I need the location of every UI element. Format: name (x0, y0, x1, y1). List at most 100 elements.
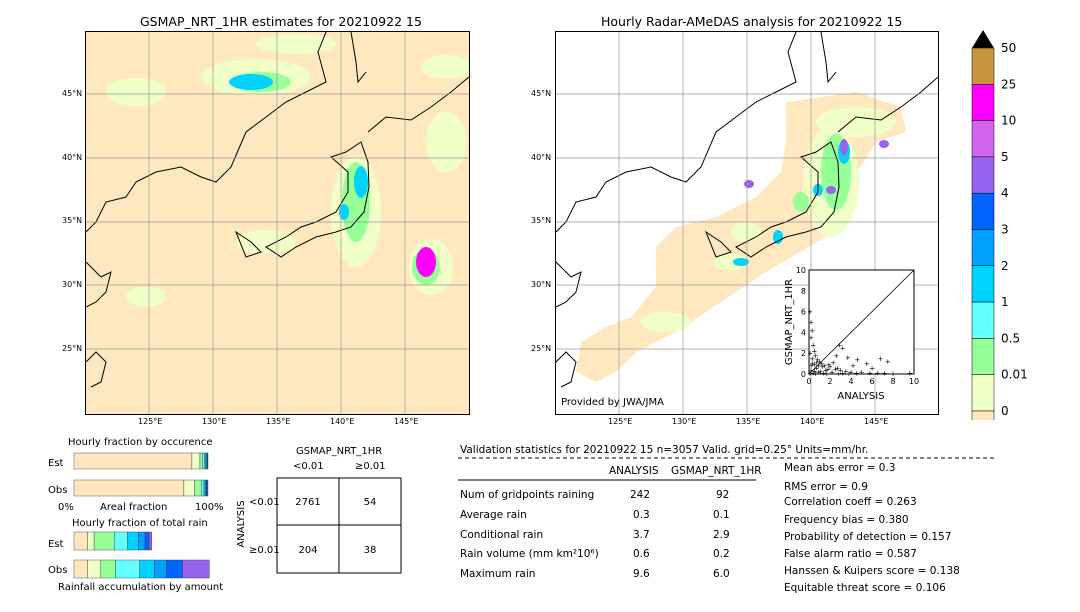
right-map-title: Hourly Radar-AMeDAS analysis for 2021092… (601, 14, 903, 29)
total-rain-chart: Est Obs Rainfall accumulation by amount (48, 531, 223, 593)
left-map-grid (86, 32, 469, 414)
contingency-cell: 38 (364, 545, 377, 556)
scatter-point: + (835, 370, 841, 378)
scatter-point: + (812, 352, 818, 360)
fraction-bar-segment (182, 559, 210, 579)
fraction-bar-segment (139, 559, 155, 579)
right-lon-tick: 140°E (800, 417, 825, 426)
score-rmse: RMS error = 0.9 (784, 481, 868, 493)
scatter-xlabel: ANALYSIS (837, 391, 884, 402)
scatter-point: + (811, 361, 817, 369)
fraction-bar-segment (166, 559, 183, 579)
score-pod: Probability of detection = 0.157 (784, 531, 952, 543)
scatter-point: + (810, 341, 816, 349)
colorbar-label: 3 (1001, 223, 1009, 237)
score-mae: Mean abs error = 0.3 (784, 462, 896, 474)
scatter-point: + (867, 369, 873, 377)
scatter-point: + (882, 369, 888, 377)
scatter-y-tick: 4 (801, 328, 806, 337)
fraction-bar-segment (154, 559, 167, 579)
scatter-y-tick: 10 (796, 266, 806, 275)
occurrence-cat-obs: Obs (48, 485, 67, 496)
scatter-point: + (808, 366, 814, 374)
left-lon-tick: 140°E (330, 417, 355, 426)
validation-row-analysis: 9.6 (633, 568, 650, 580)
scatter-point: + (846, 370, 852, 378)
scatter-point: + (808, 334, 814, 342)
left-lon-tick: 125°E (138, 417, 163, 426)
left-map-canvas (86, 32, 469, 414)
contingency-title: GSMAP_NRT_1HR (296, 446, 383, 457)
validation-table-rule (458, 479, 756, 481)
scatter-point: + (850, 362, 856, 370)
scatter-point: + (813, 359, 819, 367)
validation-row-gsmap: 2.9 (713, 529, 730, 541)
fraction-bar-segment (87, 559, 102, 579)
colorbar-label: 50 (1001, 41, 1016, 55)
fraction-bar-segment (148, 531, 152, 551)
colorbar-label: 25 (1001, 77, 1016, 91)
total-rain-xlabel: Rainfall accumulation by amount (58, 582, 223, 593)
colorbar-label: 4 (1001, 186, 1009, 200)
scatter-point: + (825, 365, 831, 373)
scatter-point: + (833, 352, 839, 360)
fraction-bar-segment (73, 531, 88, 551)
fraction-bar-segment (204, 452, 207, 470)
scatter-point: + (845, 354, 851, 362)
validation-row-label: Average rain (460, 509, 527, 521)
scatter-point: + (820, 363, 826, 371)
scatter-point: + (830, 359, 836, 367)
colorbar-label: 0.01 (1001, 368, 1028, 382)
scatter-point: + (832, 365, 838, 373)
scatter-point: + (808, 362, 814, 370)
scatter-point: + (819, 360, 825, 368)
occurrence-xlabel: Areal fraction (100, 502, 167, 513)
fraction-bar-segment (73, 559, 88, 579)
right-lon-tick: 145°E (864, 417, 889, 426)
colorbar-label: 0.5 (1001, 331, 1020, 345)
scatter-y-tick: 8 (801, 287, 806, 296)
validation-row-analysis: 0.6 (633, 548, 650, 560)
scatter-x-tick: 8 (890, 377, 895, 386)
validation-row-gsmap: 92 (716, 489, 730, 501)
scatter-point: + (877, 355, 883, 363)
right-lat-tick: 35°N (531, 216, 552, 225)
contingency-cell: 54 (364, 497, 377, 508)
scatter-point: + (840, 369, 846, 377)
occurrence-bars (73, 452, 209, 497)
colorbar-label: 0 (1001, 404, 1009, 418)
scatter-point: + (837, 341, 843, 349)
right-coastlines (556, 32, 938, 388)
scatter-y-tick: 6 (801, 308, 806, 317)
scatter-point: + (843, 367, 849, 375)
colorbar-swatch (971, 338, 995, 375)
fraction-bar-segment (113, 531, 128, 551)
colorbar-swatches (971, 47, 995, 420)
total-rain-bars (73, 531, 210, 579)
validation-row-analysis: 3.7 (633, 529, 650, 541)
score-freq-bias: Frequency bias = 0.380 (784, 514, 909, 526)
fraction-bar-segment (183, 479, 195, 497)
scatter-point: + (810, 369, 816, 377)
contingency-table: 2761 54 204 38 <0.01 ≥0.01 ANALYSIS (236, 477, 402, 574)
validation-row-gsmap: 0.1 (713, 509, 730, 521)
scatter-point: + (840, 345, 846, 353)
left-map-title: GSMAP_NRT_1HR estimates for 20210922 15 (140, 14, 422, 29)
validation-row-label: Maximum rain (460, 568, 536, 580)
score-far: False alarm ratio = 0.587 (784, 548, 917, 560)
scatter-diagonal (808, 269, 915, 375)
left-lat-tick: 35°N (62, 216, 83, 225)
colorbar-swatch (971, 84, 995, 121)
scatter-point: + (807, 370, 813, 378)
scatter-point: + (834, 364, 840, 372)
scatter-point: + (859, 368, 865, 376)
validation-row-gsmap: 0.2 (713, 548, 730, 560)
fraction-bar-segment (87, 531, 95, 551)
scatter-point: + (838, 366, 844, 374)
validation-row-label: Conditional rain (460, 529, 544, 541)
right-intense-rain-areas (744, 139, 889, 194)
scatter-point: + (814, 356, 820, 364)
scatter-point: + (890, 370, 896, 378)
scatter-x-tick: 6 (869, 377, 874, 386)
left-heavy-rain-areas (229, 74, 368, 220)
